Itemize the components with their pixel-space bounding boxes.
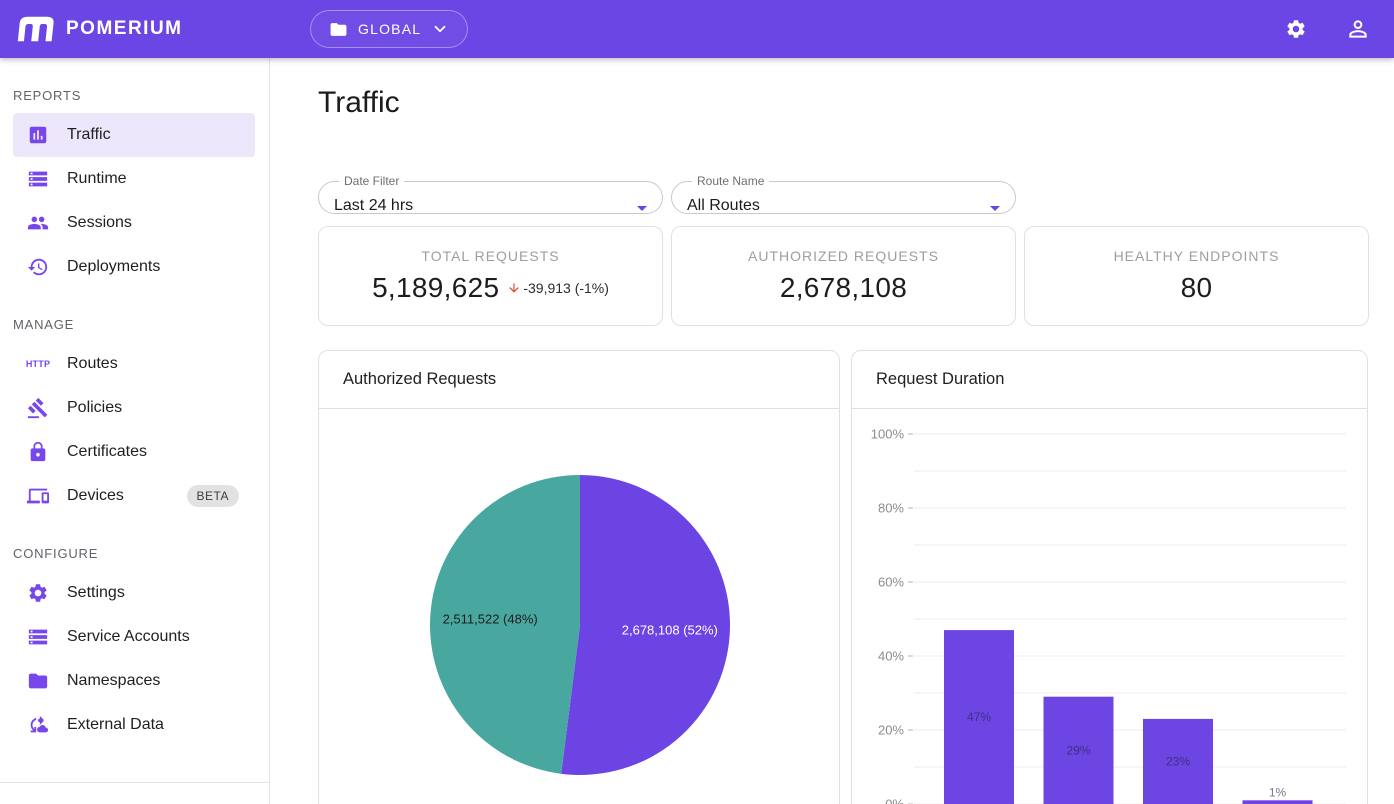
bar-value-label: 47%: [967, 710, 991, 724]
route-name-value: All Routes: [687, 197, 760, 214]
folder-icon: [26, 669, 50, 693]
devices-icon: [26, 484, 50, 508]
sidebar-item-devices[interactable]: Devices BETA: [13, 474, 255, 518]
page-title: Traffic: [318, 86, 400, 119]
sidebar-item-settings[interactable]: Settings: [13, 571, 255, 615]
request-duration-card: Request Duration 0% 20% 40% 60% 80% 100% 47% 29…: [851, 350, 1368, 804]
sidebar-item-service-accounts[interactable]: Service Accounts: [13, 615, 255, 659]
chart-title: Authorized Requests: [319, 351, 839, 409]
pie-slice-unauthorized: [429, 475, 580, 774]
lock-icon: [26, 440, 50, 464]
sidebar-item-external-data[interactable]: External Data: [13, 703, 255, 747]
pie-slice-authorized: [561, 475, 730, 775]
stat-label: TOTAL REQUESTS: [421, 248, 560, 264]
stat-value: 80: [1180, 272, 1213, 303]
sidebar-item-runtime[interactable]: Runtime: [13, 157, 255, 201]
main-content: Traffic Date Filter Last 24 hrs Route Na…: [270, 58, 1394, 804]
cloud-sync-icon: [26, 713, 50, 737]
pomerium-logo-icon: [16, 14, 56, 44]
authorized-requests-card: Authorized Requests 2,678,108 (52%) 2,511…: [318, 350, 840, 804]
bar-value-label: 29%: [1066, 743, 1090, 757]
sidebar-item-routes[interactable]: HTTP Routes: [13, 342, 255, 386]
sidebar-divider: [0, 782, 269, 783]
section-label-manage: MANAGE: [13, 317, 75, 332]
people-icon: [26, 211, 50, 235]
storage-icon: [26, 167, 50, 191]
dropdown-arrow-icon: [637, 206, 647, 211]
http-icon: HTTP: [25, 359, 51, 369]
settings-gear-button[interactable]: [1274, 7, 1318, 51]
y-axis-tick-label: 20%: [878, 723, 904, 738]
route-name-select[interactable]: Route Name All Routes: [671, 174, 1016, 214]
sidebar: REPORTS Traffic Runtime Sessions: [0, 58, 270, 804]
bar-value-label: 23%: [1166, 754, 1190, 768]
pie-slice-label: 2,678,108 (52%): [622, 623, 718, 638]
namespace-label: GLOBAL: [358, 21, 422, 37]
request-duration-bar-chart: 0% 20% 40% 60% 80% 100% 47% 29% 23% 1%: [871, 427, 1346, 804]
gavel-icon: [26, 396, 50, 420]
date-filter-value: Last 24 hrs: [334, 197, 414, 214]
charts-row: Authorized Requests 2,678,108 (52%) 2,511…: [318, 350, 1369, 804]
history-icon: [26, 255, 50, 279]
authorized-requests-pie-chart: 2,678,108 (52%) 2,511,522 (48%): [429, 475, 730, 775]
gear-icon: [26, 581, 50, 605]
beta-badge: BETA: [186, 485, 239, 507]
brand-name: POMERIUM: [66, 18, 183, 39]
duration-bar: [1143, 718, 1213, 804]
section-label-configure: CONFIGURE: [13, 546, 99, 561]
stat-value: 2,678,108: [779, 272, 908, 303]
sidebar-item-certificates[interactable]: Certificates: [13, 430, 255, 474]
stat-value: 5,189,625: [372, 272, 500, 303]
gear-icon: [1285, 18, 1307, 40]
y-axis-tick-label: 40%: [878, 649, 904, 664]
folder-icon: [329, 20, 348, 39]
stat-label: HEALTHY ENDPOINTS: [1113, 248, 1280, 264]
top-navbar: POMERIUM GLOBAL: [0, 0, 1394, 58]
bar-value-label: 1%: [1269, 785, 1287, 799]
sidebar-item-policies[interactable]: Policies: [13, 386, 255, 430]
stat-delta: -39,913 (-1%): [507, 280, 609, 296]
y-axis-tick-label: 60%: [878, 575, 904, 590]
duration-bar: [944, 630, 1014, 804]
filters-row: Date Filter Last 24 hrs Route Name All R…: [318, 174, 1369, 214]
namespace-selector-button[interactable]: GLOBAL: [310, 10, 469, 48]
bar-chart-icon: [26, 123, 50, 147]
chevron-down-icon: [431, 20, 449, 38]
date-filter-select[interactable]: Date Filter Last 24 hrs: [318, 174, 663, 214]
stat-card-total-requests: TOTAL REQUESTS 5,189,625 -39,913 (-1%): [318, 226, 663, 326]
y-axis-tick-label: 80%: [878, 501, 904, 516]
sidebar-item-sessions[interactable]: Sessions: [13, 201, 255, 245]
storage-icon: [26, 625, 50, 649]
route-name-label: Route Name: [697, 174, 765, 188]
stat-card-authorized-requests: AUTHORIZED REQUESTS 2,678,108: [671, 226, 1016, 326]
sidebar-item-namespaces[interactable]: Namespaces: [13, 659, 255, 703]
stat-label: AUTHORIZED REQUESTS: [748, 248, 939, 264]
user-account-button[interactable]: [1336, 7, 1380, 51]
date-filter-label: Date Filter: [344, 174, 400, 188]
sidebar-item-deployments[interactable]: Deployments: [13, 245, 255, 289]
stats-row: TOTAL REQUESTS 5,189,625 -39,913 (-1%) A…: [318, 226, 1369, 326]
person-icon: [1345, 16, 1371, 42]
y-axis-tick-label: 100%: [871, 427, 905, 442]
sidebar-item-traffic[interactable]: Traffic: [13, 113, 255, 157]
stat-card-healthy-endpoints: HEALTHY ENDPOINTS 80: [1024, 226, 1369, 326]
brand[interactable]: POMERIUM: [16, 14, 183, 44]
chart-title: Request Duration: [852, 351, 1367, 409]
y-axis-tick-label: 0%: [885, 797, 904, 804]
pie-slice-label: 2,511,522 (48%): [443, 611, 538, 626]
section-label-reports: REPORTS: [13, 88, 82, 103]
duration-bar: [1242, 800, 1313, 804]
duration-bar: [1043, 696, 1114, 804]
dropdown-arrow-icon: [990, 206, 1000, 211]
arrow-down-icon: [509, 283, 519, 293]
